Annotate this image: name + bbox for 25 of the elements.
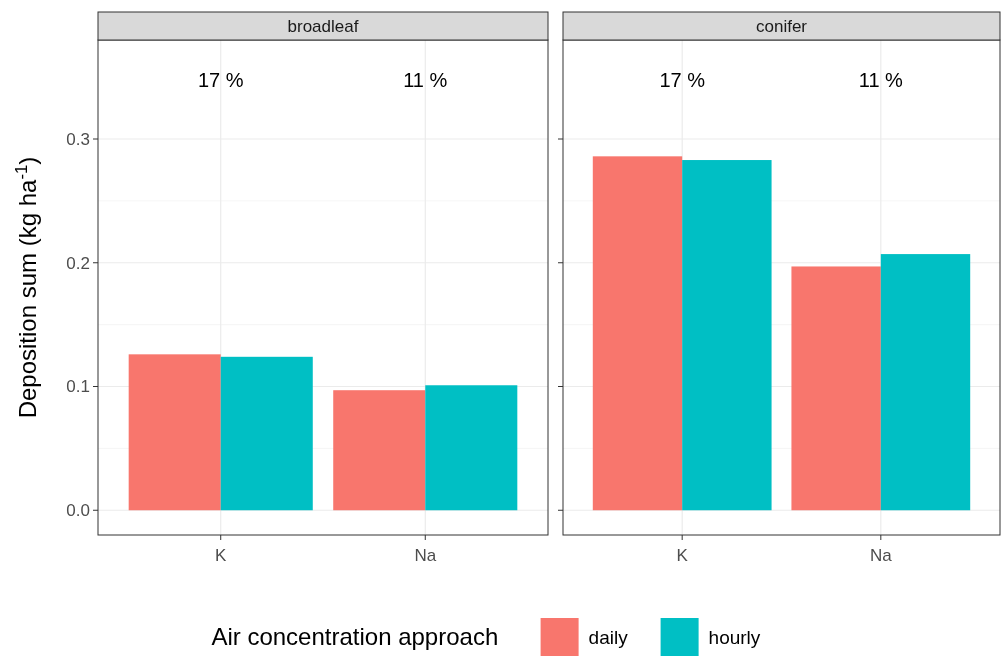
bar bbox=[592, 156, 683, 511]
annotation: 11 % bbox=[403, 69, 448, 91]
legend-title: Air concentration approach bbox=[211, 623, 499, 651]
bar bbox=[425, 385, 518, 511]
y-tick-label: 0.0 bbox=[66, 501, 90, 521]
bar bbox=[880, 254, 971, 511]
x-tick-label: Na bbox=[414, 545, 437, 565]
x-tick-label: K bbox=[215, 545, 228, 565]
x-tick-label: K bbox=[676, 545, 689, 565]
x-tick-label: Na bbox=[869, 545, 893, 565]
legend-label: hourly bbox=[708, 626, 761, 648]
y-tick-label: 0.3 bbox=[66, 129, 90, 149]
annotation: 11 % bbox=[858, 69, 904, 91]
bar bbox=[128, 354, 221, 511]
y-tick-label: 0.1 bbox=[66, 377, 90, 397]
legend-label: daily bbox=[588, 626, 629, 648]
bar bbox=[682, 160, 772, 511]
bar bbox=[220, 356, 313, 511]
annotation: 17 % bbox=[659, 69, 706, 91]
bar bbox=[333, 390, 426, 511]
bar bbox=[791, 266, 881, 511]
chart-title: broadleaf bbox=[287, 16, 359, 36]
y-tick-label: 0.2 bbox=[66, 253, 90, 273]
chart-title: conifer bbox=[755, 16, 808, 36]
annotation: 17 % bbox=[197, 69, 244, 91]
